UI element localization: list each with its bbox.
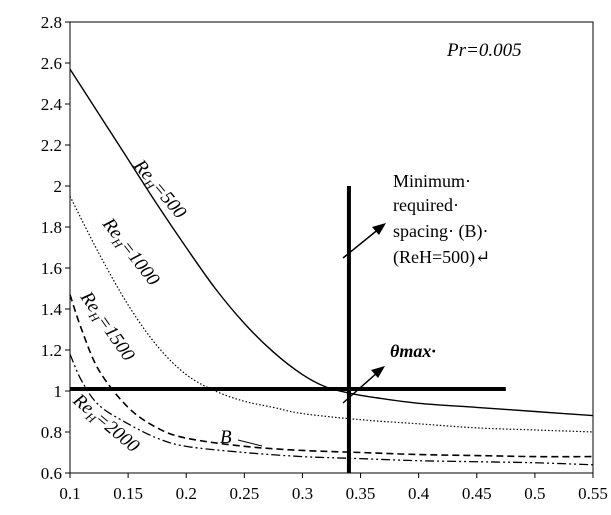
x-tick-label-8: 0.5 bbox=[524, 484, 545, 503]
svg-text:ReH=1000: ReH=1000 bbox=[96, 213, 164, 291]
y-tick-label-3: 1.2 bbox=[41, 341, 62, 360]
y-tick-label-4: 1.4 bbox=[41, 300, 63, 319]
y-tick-label-10: 2.6 bbox=[41, 54, 62, 73]
spacing-annotation-line-3: spacing· (B)· bbox=[393, 221, 488, 242]
x-tick-label-4: 0.3 bbox=[292, 484, 313, 503]
x-tick-label-3: 0.25 bbox=[229, 484, 259, 503]
y-tick-label-11: 2.8 bbox=[41, 13, 62, 32]
annotations: Pr=0.005 ReH=500 ReH=1000 ReH=1500 ReH=2… bbox=[67, 40, 522, 459]
arrow-to-theta bbox=[342, 366, 385, 404]
y-tick-label-6: 1.8 bbox=[41, 218, 62, 237]
plot-area-border bbox=[69, 21, 594, 474]
curve-re1000 bbox=[69, 195, 594, 433]
x-tick-label-5: 0.35 bbox=[346, 484, 376, 503]
x-tick-label-9: 0.55 bbox=[578, 484, 608, 503]
curve-re2000 bbox=[69, 353, 594, 466]
curve-label-re1500-tail: =1500 bbox=[92, 311, 139, 365]
guide-lines bbox=[70, 186, 506, 473]
x-tick-label-1: 0.15 bbox=[113, 484, 143, 503]
curve-label-re1000: ReH=1000 bbox=[96, 213, 164, 291]
curve-label-re2000: ReH=2000 bbox=[67, 389, 144, 459]
y-tick-label-8: 2.2 bbox=[41, 136, 62, 155]
y-tick-label-9: 2.4 bbox=[41, 95, 63, 114]
curve-label-re1500-main: Re bbox=[75, 287, 104, 316]
y-tick-label-2: 1 bbox=[54, 382, 63, 401]
plot-frame bbox=[69, 21, 594, 474]
svg-text:ReH=2000: ReH=2000 bbox=[67, 389, 144, 459]
y-tick-label-5: 1.6 bbox=[41, 259, 62, 278]
y-axis-ticks: 0.6 0.8 1 1.2 1.4 1.6 1.8 2 2.2 2.4 2.6 2.8 bbox=[41, 13, 70, 483]
svg-text:ReH=1500: ReH=1500 bbox=[74, 287, 139, 367]
x-tick-label-0: 0.1 bbox=[59, 484, 80, 503]
spacing-annotation-line-2: required· bbox=[393, 195, 459, 215]
curve-re1500 bbox=[69, 294, 594, 458]
y-tick-label-0: 0.6 bbox=[41, 464, 62, 483]
y-tick-label-7: 2 bbox=[54, 177, 63, 196]
x-tick-label-7: 0.45 bbox=[462, 484, 492, 503]
curve-label-re1000-tail: =1000 bbox=[116, 237, 164, 290]
x-axis-ticks: 0.1 0.15 0.2 0.25 0.3 0.35 0.4 0.45 0.5 0.55 bbox=[59, 473, 608, 503]
curve-re500 bbox=[69, 68, 594, 417]
b-marker-label: B bbox=[220, 427, 232, 448]
arrow-to-spacing bbox=[342, 223, 386, 259]
curve-label-re1500: ReH=1500 bbox=[74, 287, 139, 367]
x-tick-label-2: 0.2 bbox=[176, 484, 197, 503]
x-tick-label-6: 0.4 bbox=[408, 484, 430, 503]
theta-max-label: θmax· bbox=[390, 341, 436, 361]
spacing-annotation-line-4: (ReH=500)↵ bbox=[393, 247, 490, 268]
arrow-to-b-marker bbox=[237, 439, 263, 447]
spacing-annotation-line-1: Minimum· bbox=[393, 171, 471, 191]
curve-label-re500: ReH=500 bbox=[127, 155, 191, 225]
pr-annotation: Pr=0.005 bbox=[446, 40, 522, 61]
series-curves bbox=[69, 68, 594, 466]
y-tick-label-1: 0.8 bbox=[41, 423, 62, 442]
curve-label-re2000-tail: =2000 bbox=[91, 408, 144, 457]
svg-text:ReH=500: ReH=500 bbox=[127, 155, 191, 225]
